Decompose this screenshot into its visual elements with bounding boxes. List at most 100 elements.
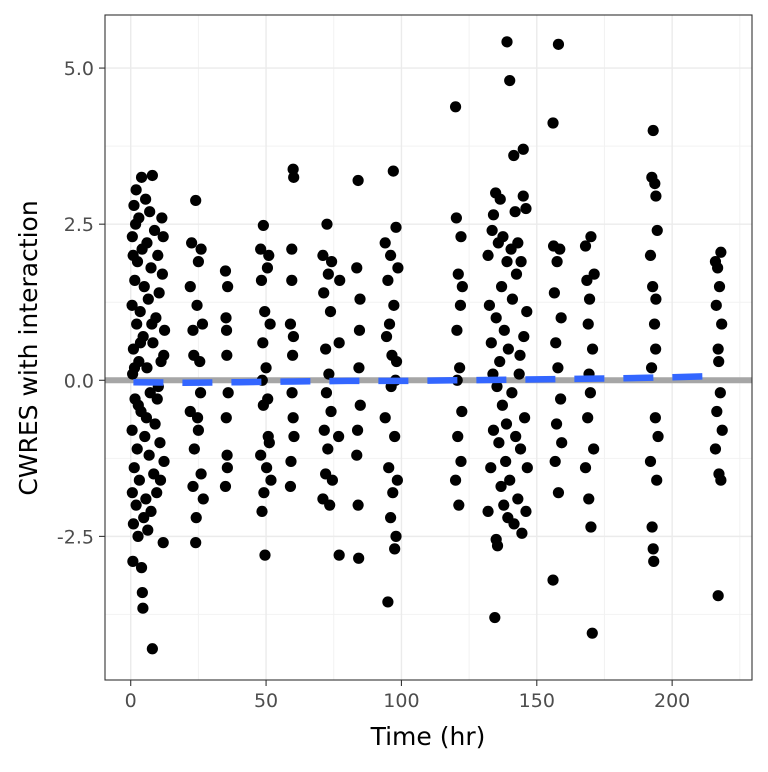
data-point — [382, 596, 394, 608]
data-point — [496, 399, 508, 411]
data-point — [261, 262, 274, 274]
data-point — [153, 287, 165, 299]
data-point — [586, 627, 598, 639]
data-point — [135, 562, 148, 574]
data-point — [382, 274, 394, 286]
data-point — [288, 171, 300, 183]
data-point — [644, 249, 657, 261]
data-point — [506, 293, 519, 305]
data-point — [501, 36, 513, 48]
data-point — [151, 487, 163, 499]
data-point — [127, 555, 139, 567]
data-point — [219, 265, 232, 277]
data-point — [257, 219, 269, 232]
data-point — [385, 512, 397, 524]
data-point — [286, 243, 298, 255]
data-point — [320, 343, 332, 355]
x-tick-label: 200 — [654, 690, 690, 712]
data-point — [221, 449, 233, 461]
x-tick-label: 0 — [125, 690, 137, 712]
data-point — [501, 256, 513, 268]
data-point — [158, 455, 170, 468]
data-point — [195, 468, 207, 480]
data-point — [192, 256, 204, 268]
data-point — [318, 424, 330, 436]
data-point — [351, 449, 363, 461]
data-point — [144, 206, 156, 218]
data-point — [197, 493, 209, 505]
data-point — [510, 268, 523, 280]
data-point — [518, 330, 530, 343]
data-point — [506, 387, 518, 399]
data-point — [128, 362, 141, 374]
data-point — [588, 268, 600, 280]
data-point — [579, 462, 592, 474]
data-point — [257, 337, 269, 349]
data-point — [454, 362, 466, 374]
data-point — [712, 343, 724, 355]
data-point — [138, 281, 150, 293]
data-point — [287, 163, 299, 175]
data-point — [482, 249, 494, 261]
data-point — [220, 312, 232, 324]
data-point — [140, 193, 152, 205]
data-point — [385, 249, 397, 261]
y-tick-label: 2.5 — [64, 214, 94, 236]
data-point — [383, 462, 395, 474]
data-point — [516, 527, 528, 539]
data-point — [454, 299, 467, 311]
data-point — [391, 474, 403, 486]
data-point — [453, 499, 465, 511]
data-point — [510, 430, 522, 443]
data-point — [286, 274, 298, 286]
data-point — [585, 521, 597, 533]
data-point — [352, 499, 364, 511]
data-point — [285, 455, 297, 468]
data-point — [583, 493, 595, 505]
data-point — [389, 543, 401, 555]
data-point — [710, 299, 722, 311]
data-point — [585, 231, 597, 243]
data-point — [126, 487, 138, 499]
data-point — [491, 380, 503, 393]
data-point — [136, 586, 148, 599]
data-point — [141, 237, 153, 249]
data-point — [156, 268, 168, 280]
data-point — [379, 237, 391, 249]
data-point — [514, 349, 526, 361]
data-point — [333, 549, 345, 561]
data-point — [318, 287, 330, 299]
data-point — [508, 518, 520, 530]
data-point — [354, 399, 366, 411]
data-point — [126, 299, 138, 311]
data-point — [187, 324, 199, 336]
data-point — [456, 405, 468, 418]
data-point — [191, 412, 204, 424]
data-point — [512, 493, 524, 505]
data-point — [497, 231, 509, 243]
data-point — [196, 318, 209, 330]
trend-line — [133, 372, 721, 387]
data-point — [145, 262, 157, 274]
data-point — [258, 487, 270, 499]
data-points — [126, 36, 728, 655]
data-point — [284, 480, 297, 493]
y-axis-label: CWRES with interaction — [14, 200, 43, 495]
data-point — [255, 274, 268, 286]
data-point — [500, 455, 512, 468]
data-point — [222, 281, 234, 293]
data-point — [156, 212, 168, 224]
data-point — [134, 337, 147, 349]
data-point — [149, 418, 161, 430]
data-point — [140, 412, 153, 424]
data-point — [322, 443, 334, 455]
data-point — [504, 74, 516, 87]
data-point — [191, 299, 203, 311]
data-point — [487, 209, 500, 221]
data-point — [550, 418, 563, 430]
data-point — [449, 474, 462, 486]
data-point — [517, 190, 529, 202]
data-point — [390, 530, 402, 542]
data-point — [142, 524, 154, 536]
